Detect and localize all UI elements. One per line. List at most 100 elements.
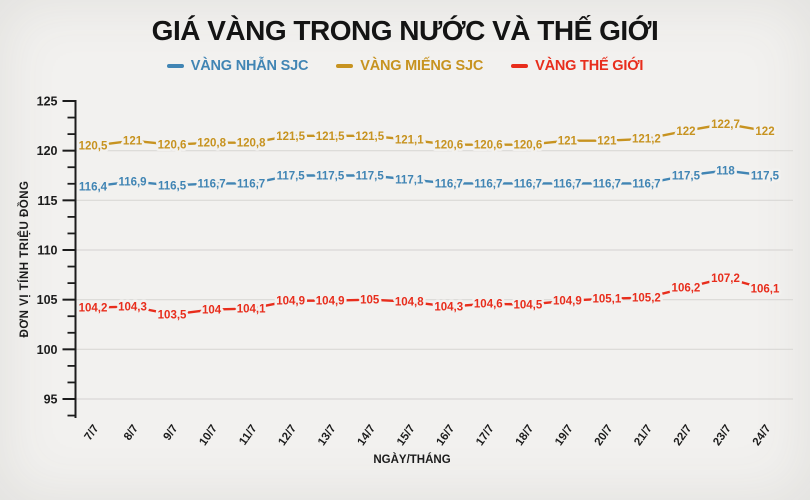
data-label: 117,5: [672, 170, 701, 182]
y-tick-label: 125: [37, 95, 58, 109]
data-label: 120,8: [237, 138, 266, 150]
data-label: 116,7: [474, 178, 502, 190]
series-line-vàng-miếng-sjc: [91, 122, 767, 147]
series-line-vàng-nhẫn-sjc: [91, 169, 767, 188]
data-label: 116,4: [79, 181, 108, 193]
data-label: 104,2: [79, 303, 108, 315]
x-tick-label: 11/7: [237, 423, 259, 448]
data-label: 121: [597, 136, 617, 148]
y-tick-label: 105: [37, 293, 58, 307]
legend-label-vang-mieng-sjc: VÀNG MIẾNG SJC: [360, 58, 484, 74]
y-tick-label: 115: [37, 194, 57, 208]
x-tick-label: 18/7: [514, 423, 537, 448]
data-label: 117,1: [395, 174, 424, 186]
y-axis: 125 120 115 110 105 100 95: [37, 95, 77, 418]
data-label: 104,9: [276, 296, 305, 308]
series-line-vàng-thế-giới: [91, 276, 767, 316]
data-label: 117,5: [316, 170, 345, 182]
x-tick-label: 9/7: [162, 423, 181, 443]
data-label: 116,7: [435, 178, 463, 190]
x-tick-label: 23/7: [711, 423, 734, 448]
series-labels-vàng-thế-giới: 104,2 104,3 103,5 104 104,1 104,9 104,9 105 104,…: [76, 270, 782, 324]
x-tick-label: 15/7: [395, 423, 418, 448]
y-tick-label: 110: [37, 243, 57, 257]
series-polyline: [91, 169, 767, 188]
x-tick-label: 10/7: [197, 423, 220, 448]
legend-label-vang-the-gioi: VÀNG THẾ GIỚI: [535, 58, 644, 74]
y-tick-label: 120: [37, 144, 58, 158]
data-label: 120,6: [474, 140, 503, 152]
gridlines: [75, 150, 793, 400]
legend-item-vang-nhan-sjc: VÀNG NHẪN SJC: [166, 58, 309, 74]
data-label: 104,8: [395, 297, 424, 309]
x-tick-label: 8/7: [122, 423, 141, 443]
data-label: 120,8: [197, 138, 226, 150]
data-label: 118: [716, 166, 735, 178]
data-label: 120,6: [434, 140, 463, 152]
x-tick-label: 20/7: [593, 423, 616, 448]
data-label: 116,7: [553, 178, 581, 190]
series-polyline: [91, 276, 767, 316]
x-tick-label: 16/7: [435, 423, 458, 448]
data-label: 121: [558, 136, 578, 148]
data-label: 116,7: [593, 178, 621, 190]
data-label: 117,5: [356, 170, 385, 182]
data-label: 122: [755, 126, 774, 138]
data-label: 105,2: [632, 293, 661, 305]
y-axis-title: ĐƠN VỊ TÍNH TRIỆU ĐỒNG: [18, 181, 31, 338]
x-tick-label: 19/7: [553, 423, 576, 448]
x-tick-label: 7/7: [82, 423, 101, 443]
x-tick-label: 12/7: [276, 423, 299, 448]
legend-item-vang-the-gioi: VÀNG THẾ GIỚI: [511, 58, 643, 74]
data-label: 121: [123, 136, 143, 148]
y-tick-label: 100: [37, 343, 58, 357]
data-label: 105,1: [592, 294, 621, 306]
data-label: 117,5: [751, 170, 780, 182]
data-label: 116,7: [237, 178, 265, 190]
data-label: 122,7: [711, 119, 740, 131]
data-label: 116,7: [514, 178, 542, 190]
data-label: 116,7: [198, 178, 226, 190]
data-label: 106,1: [751, 284, 780, 296]
data-label: 121,2: [632, 134, 661, 146]
chart-legend: VÀNG NHẪN SJC VÀNG MIẾNG SJC VÀNG THẾ GI…: [0, 58, 810, 74]
series-polyline: [91, 122, 767, 147]
data-label: 121,1: [395, 135, 424, 147]
data-label: 120,6: [158, 140, 187, 152]
data-label: 116,5: [158, 180, 187, 192]
y-tick-label: 95: [44, 392, 58, 406]
legend-dash-icon-blue: [166, 64, 184, 68]
data-label: 103,5: [158, 310, 187, 322]
data-label: 106,2: [672, 283, 701, 295]
data-label: 117,5: [277, 170, 306, 182]
data-label: 116,9: [118, 176, 146, 188]
data-label: 121,5: [355, 131, 384, 143]
x-tick-label: 17/7: [474, 423, 497, 448]
data-label: 122: [676, 126, 695, 138]
data-label: 121,5: [316, 131, 345, 143]
legend-dash-icon-gold: [336, 64, 354, 68]
data-label: 121,5: [276, 131, 305, 143]
x-tick-label: 13/7: [316, 423, 339, 448]
data-label: 104: [202, 305, 222, 317]
data-label: 104,1: [237, 304, 266, 316]
data-label: 105: [360, 295, 380, 307]
data-label: 120,5: [79, 141, 108, 153]
data-label: 120,6: [513, 140, 542, 152]
data-label: 104,9: [553, 296, 582, 308]
data-label: 104,3: [118, 302, 147, 314]
data-label: 107,2: [711, 273, 740, 285]
x-tick-label: 21/7: [632, 423, 655, 448]
series-labels-vàng-miếng-sjc: 120,5 121 120,6 120,8 120,8 121,5 121,5 121,5 12…: [76, 116, 777, 155]
legend-label-vang-nhan-sjc: VÀNG NHẪN SJC: [190, 58, 309, 74]
data-label: 104,6: [474, 299, 503, 311]
data-label: 116,7: [632, 178, 660, 190]
series-labels-vàng-nhẫn-sjc: 116,4 116,9 116,5 116,7 116,7 117,5 117,5 117,5…: [76, 163, 782, 196]
x-tick-labels: 7/7 8/7 9/7 10/7 11/7 12/7 13/7 14/7 15/7 16/7 17/…: [82, 423, 773, 448]
x-tick-label: 14/7: [355, 423, 378, 448]
legend-item-vang-mieng-sjc: VÀNG MIẾNG SJC: [336, 58, 483, 74]
data-label: 104,3: [434, 302, 463, 314]
data-label: 104,5: [513, 300, 542, 312]
